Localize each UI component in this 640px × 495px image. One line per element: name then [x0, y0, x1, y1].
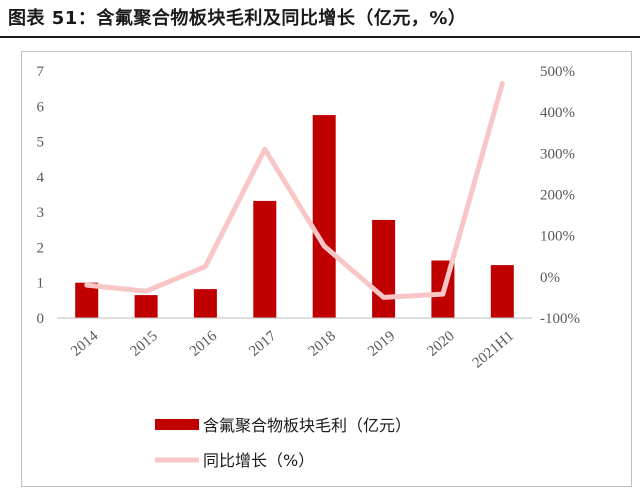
title-rule	[0, 36, 640, 38]
y-left-tick-label: 0	[37, 311, 45, 327]
x-tick-label: 2016	[187, 328, 221, 360]
chart-frame	[21, 51, 632, 487]
x-tick-label: 2021H1	[470, 328, 517, 371]
bar-2017	[253, 200, 277, 318]
y-right-tick-label: 0%	[540, 270, 560, 286]
bar-2019	[372, 219, 396, 318]
y-left-tick-label: 6	[37, 99, 45, 115]
bar-2018	[312, 115, 336, 318]
y-left-tick-label: 2	[37, 240, 45, 256]
y-right-tick-label: 200%	[540, 188, 575, 204]
x-tick-label: 2019	[365, 328, 398, 360]
x-tick-label: 2015	[128, 328, 161, 360]
x-tick-label: 2017	[246, 328, 280, 360]
y-left-axis: 0 1 2 3 4 5 6 7	[37, 64, 45, 327]
legend-line-label: 同比增长（%）	[203, 451, 314, 470]
x-tick-label: 2014	[68, 328, 102, 360]
y-right-tick-label: 300%	[540, 146, 575, 162]
y-right-tick-label: -100%	[540, 311, 580, 327]
growth-line	[84, 80, 505, 300]
chart-title: 图表 51：含氟聚合物板块毛利及同比增长（亿元，%）	[8, 8, 467, 29]
x-tick-label: 2018	[306, 328, 339, 360]
bar-2021H1	[490, 265, 514, 318]
y-left-tick-label: 1	[37, 276, 45, 292]
x-tick-label: 2020	[424, 328, 457, 360]
legend-bar-swatch	[155, 419, 199, 430]
legend-bar-label: 含氟聚合物板块毛利（亿元）	[203, 416, 411, 435]
y-left-tick-label: 3	[37, 205, 45, 221]
y-left-tick-label: 4	[37, 170, 45, 186]
y-right-tick-label: 100%	[540, 229, 575, 245]
y-right-tick-label: 400%	[540, 105, 575, 121]
bar-2016	[193, 289, 217, 318]
bar-2014	[75, 282, 99, 318]
y-right-axis: -100% 0% 100% 200% 300% 400% 500%	[540, 64, 580, 327]
y-left-tick-label: 5	[37, 135, 45, 151]
y-left-tick-label: 7	[37, 64, 45, 80]
bars-group	[75, 115, 514, 318]
x-axis: 2014 2015 2016 2017 2018 2019 2020 2021H1	[68, 328, 517, 372]
y-right-tick-label: 500%	[540, 64, 575, 80]
bar-2015	[134, 295, 158, 318]
